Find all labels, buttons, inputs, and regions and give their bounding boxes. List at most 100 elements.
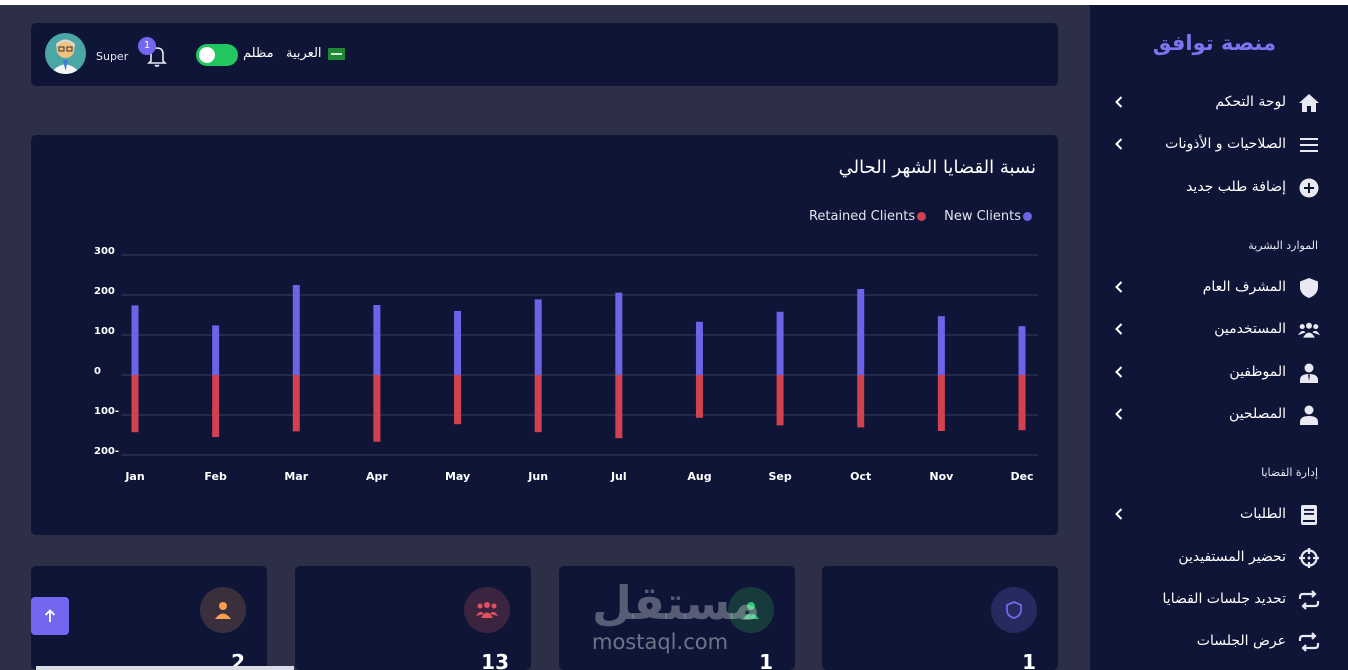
sidebar-item-requests[interactable]: الطلبات	[1090, 500, 1348, 530]
dark-mode-label: مظلم	[243, 46, 274, 61]
chart-title: نسبة القضايا الشهر الحالي	[838, 157, 1036, 178]
stat-card-admins: 1	[822, 566, 1058, 670]
avatar[interactable]	[45, 33, 86, 74]
bar-new	[212, 325, 220, 375]
chevron-left-icon[interactable]	[1112, 363, 1126, 381]
legend-retained[interactable]: Retained Clients	[809, 209, 927, 224]
chevron-left-icon[interactable]	[1112, 278, 1126, 296]
sidebar-item-label: المستخدمين	[1214, 321, 1286, 337]
menu-icon	[1298, 134, 1320, 156]
user-tie-icon	[1298, 362, 1320, 384]
stat-card-employees: 2	[31, 566, 267, 670]
sidebar-item-label: عرض الجلسات	[1196, 633, 1286, 649]
sidebar-item-users[interactable]: المستخدمين	[1090, 315, 1348, 345]
sidebar-item-schedule-sessions[interactable]: تحديد جلسات القضايا	[1090, 585, 1348, 615]
chart-card: نسبة القضايا الشهر الحالي Retained Clien…	[31, 135, 1058, 535]
language-selector[interactable]: العربية	[286, 46, 322, 61]
saudi-flag-icon[interactable]	[328, 48, 345, 60]
username[interactable]: Super	[96, 50, 129, 63]
bar-retained	[695, 375, 703, 418]
users-icon	[464, 587, 510, 633]
x-tick-label: Jul	[610, 470, 627, 483]
crosshairs-icon	[1298, 547, 1320, 569]
legend-retained-dot	[917, 212, 927, 221]
bar-retained	[615, 375, 623, 439]
legend-new[interactable]: New Clients	[944, 209, 1032, 224]
sidebar-item-general-supervisor[interactable]: المشرف العام	[1090, 273, 1348, 303]
users-icon	[1298, 319, 1320, 341]
x-tick-label: Feb	[204, 470, 227, 483]
chevron-left-icon[interactable]	[1112, 505, 1126, 523]
x-tick-label: Dec	[1010, 470, 1033, 483]
bar-retained	[212, 375, 220, 437]
shield-icon	[991, 587, 1037, 633]
top-border	[0, 0, 1348, 5]
sidebar-item-permissions[interactable]: الصلاحيات و الأذونات	[1090, 130, 1348, 160]
bar-new	[373, 305, 381, 375]
y-tick-label: 0	[94, 366, 101, 377]
chevron-left-icon[interactable]	[1112, 135, 1126, 153]
bar-new	[937, 316, 945, 375]
sidebar-item-label: المشرف العام	[1202, 279, 1286, 295]
x-tick-label: Mar	[284, 470, 308, 483]
scroll-to-top-button[interactable]	[31, 597, 69, 635]
top-header: Super 1 مظلم العربية	[31, 23, 1058, 86]
brand-logo[interactable]: منصة توافق	[1152, 31, 1276, 55]
stat-value: 13	[481, 650, 509, 670]
user-icon	[200, 587, 246, 633]
bar-retained	[937, 375, 945, 431]
plus-circle-icon	[1298, 177, 1320, 199]
bar-new	[615, 292, 623, 375]
legend-new-label: New Clients	[944, 209, 1021, 224]
sidebar-item-label: إضافة طلب جديد	[1186, 179, 1286, 195]
bar-retained	[131, 375, 139, 433]
bar-new	[1018, 326, 1026, 375]
sidebar-item-label: لوحة التحكم	[1215, 94, 1286, 110]
sidebar-item-employees[interactable]: الموظفين	[1090, 358, 1348, 388]
bar-retained	[292, 375, 300, 432]
chevron-left-icon[interactable]	[1112, 405, 1126, 423]
y-tick-label: 300	[94, 246, 115, 257]
repeat-icon	[1298, 631, 1320, 653]
stat-value: 2	[231, 650, 245, 670]
arrow-up-icon	[44, 609, 56, 622]
bar-new	[776, 311, 784, 375]
horizontal-scrollbar[interactable]	[36, 666, 294, 670]
stat-value: 1	[759, 650, 773, 670]
x-tick-label: Jan	[124, 470, 144, 483]
bar-retained	[776, 375, 784, 426]
x-tick-label: Apr	[366, 470, 388, 483]
bar-chart: 300 200 100 0 100- 200- Jan Feb Mar Apr May Jun Jul A…	[94, 246, 1038, 483]
stat-value: 1	[1022, 650, 1036, 670]
bar-new	[534, 299, 542, 375]
shield-icon	[1298, 277, 1320, 299]
bar-retained	[454, 375, 462, 425]
dark-mode-toggle[interactable]	[196, 44, 238, 66]
x-tick-label: Nov	[929, 470, 954, 483]
x-tick-label: Oct	[850, 470, 871, 483]
sidebar-item-reformers[interactable]: المصلحين	[1090, 400, 1348, 430]
bar-retained	[534, 375, 542, 433]
chevron-left-icon[interactable]	[1112, 320, 1126, 338]
repeat-icon	[1298, 589, 1320, 611]
sidebar-item-view-sessions[interactable]: عرض الجلسات	[1090, 627, 1348, 657]
bar-retained	[857, 375, 865, 428]
bar-new	[131, 305, 139, 375]
section-hr-heading: الموارد البشرية	[1248, 239, 1318, 252]
y-tick-label: 100-	[94, 406, 119, 417]
section-cases-heading: إدارة القضايا	[1261, 466, 1318, 479]
sidebar-item-attendance[interactable]: تحضير المستفيدين	[1090, 543, 1348, 573]
sidebar-item-label: تحديد جلسات القضايا	[1162, 591, 1286, 607]
book-icon	[1298, 504, 1320, 526]
sidebar-item-new-request[interactable]: إضافة طلب جديد	[1090, 173, 1348, 203]
bar-retained	[1018, 375, 1026, 431]
notification-badge: 1	[138, 37, 156, 55]
sidebar-item-dashboard[interactable]: لوحة التحكم	[1090, 88, 1348, 118]
y-tick-label: 200	[94, 286, 115, 297]
bar-new	[454, 311, 462, 375]
sidebar-item-label: الموظفين	[1229, 364, 1286, 380]
bar-new	[857, 289, 865, 375]
toggle-knob	[199, 47, 215, 63]
chevron-left-icon[interactable]	[1112, 93, 1126, 111]
x-tick-label: Aug	[687, 470, 711, 483]
